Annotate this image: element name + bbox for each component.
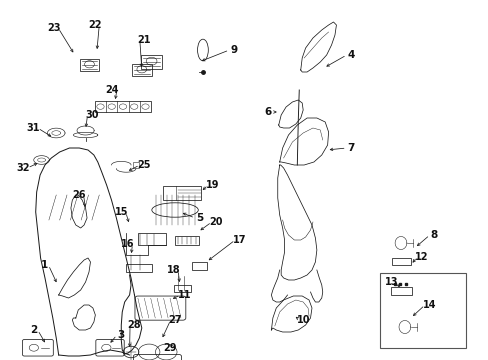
Text: 29: 29 <box>163 343 177 353</box>
Text: 15: 15 <box>114 207 128 217</box>
Text: 2: 2 <box>30 325 37 335</box>
Text: 26: 26 <box>72 190 86 200</box>
Bar <box>192 262 206 270</box>
Bar <box>173 285 190 292</box>
Text: 17: 17 <box>232 235 246 245</box>
Bar <box>126 264 151 272</box>
Text: 10: 10 <box>297 315 310 325</box>
Text: 13: 13 <box>385 277 398 287</box>
Text: 32: 32 <box>16 163 30 173</box>
Bar <box>175 236 198 245</box>
Text: 31: 31 <box>26 123 40 133</box>
Text: 30: 30 <box>85 110 99 120</box>
Text: 22: 22 <box>88 20 102 30</box>
Text: 5: 5 <box>196 213 203 223</box>
Text: 1: 1 <box>41 260 47 270</box>
Bar <box>391 258 410 265</box>
Text: 3: 3 <box>118 330 124 340</box>
Text: 14: 14 <box>422 300 435 310</box>
Text: 23: 23 <box>47 23 61 33</box>
Text: 8: 8 <box>430 230 437 240</box>
Text: 18: 18 <box>166 265 180 275</box>
Bar <box>141 55 162 69</box>
Text: 9: 9 <box>230 45 237 55</box>
Text: 6: 6 <box>264 107 271 117</box>
Bar <box>80 59 99 72</box>
Bar <box>133 162 139 168</box>
Bar <box>95 101 151 112</box>
Bar <box>163 186 201 200</box>
Bar <box>138 233 166 245</box>
Text: 21: 21 <box>137 35 151 45</box>
Bar <box>380 273 465 348</box>
Text: 16: 16 <box>121 239 135 249</box>
Text: 20: 20 <box>209 217 223 227</box>
Text: 19: 19 <box>205 180 219 190</box>
Text: 28: 28 <box>127 320 141 330</box>
Bar <box>390 287 411 295</box>
Text: 11: 11 <box>178 290 191 300</box>
Text: 27: 27 <box>168 315 182 325</box>
Text: 24: 24 <box>105 85 119 95</box>
Text: 7: 7 <box>346 143 354 153</box>
Text: 12: 12 <box>414 252 427 262</box>
Text: 25: 25 <box>137 160 151 170</box>
Text: 4: 4 <box>346 50 354 60</box>
Bar <box>132 63 151 76</box>
